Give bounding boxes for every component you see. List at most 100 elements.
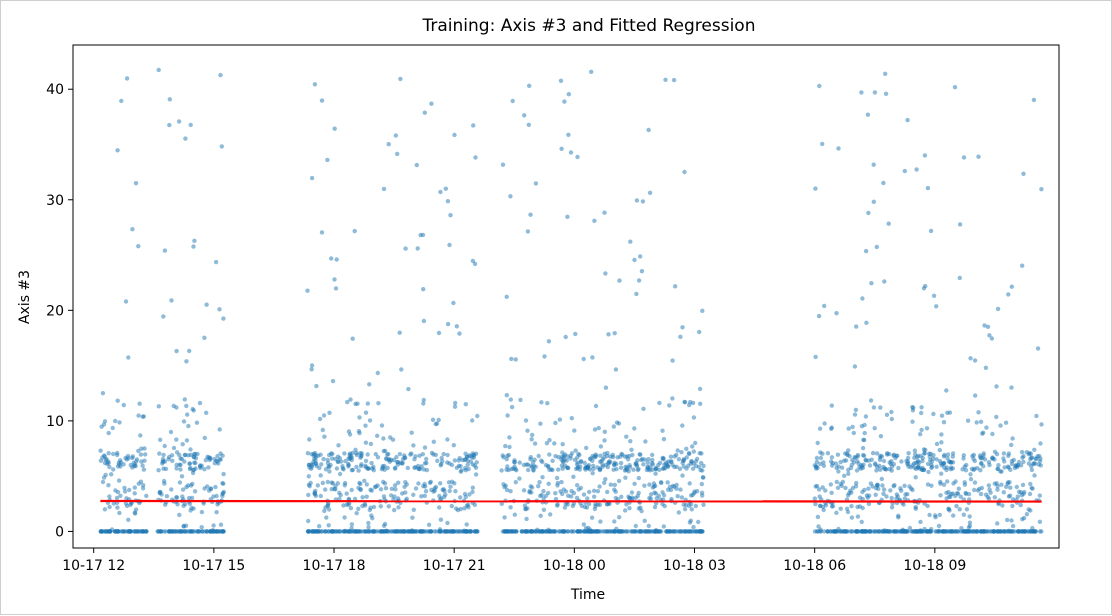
- scatter-point: [504, 529, 509, 534]
- scatter-point: [996, 463, 1001, 468]
- scatter-point: [560, 459, 565, 464]
- scatter-point: [612, 487, 617, 492]
- scatter-point: [187, 501, 193, 506]
- scatter-point: [192, 460, 197, 465]
- scatter-point: [1019, 449, 1025, 455]
- scatter-point: [421, 397, 426, 403]
- scatter-point: [542, 354, 547, 359]
- scatter-point: [699, 490, 705, 495]
- scatter-point: [998, 423, 1003, 428]
- scatter-point: [636, 278, 642, 283]
- scatter-point: [669, 529, 674, 534]
- scatter-point: [539, 458, 544, 463]
- scatter-point: [653, 471, 658, 476]
- scatter-point: [162, 248, 168, 253]
- scatter-point: [156, 404, 161, 409]
- scatter-point: [612, 482, 617, 488]
- scatter-point: [363, 458, 369, 464]
- scatter-point: [136, 244, 141, 249]
- scatter-point: [663, 77, 668, 83]
- scatter-point: [156, 67, 161, 73]
- scatter-point: [913, 506, 918, 511]
- scatter-point: [829, 426, 834, 431]
- scatter-point: [660, 501, 665, 507]
- scatter-point: [352, 496, 358, 502]
- scatter-point: [161, 478, 167, 484]
- scatter-point: [334, 257, 339, 262]
- scatter-point: [694, 529, 699, 534]
- scatter-point: [306, 529, 311, 534]
- scatter-point: [307, 437, 312, 442]
- scatter-point: [182, 397, 187, 402]
- scatter-point: [98, 448, 103, 453]
- scatter-point: [660, 490, 665, 495]
- scatter-point: [393, 487, 398, 492]
- scatter-point: [983, 365, 989, 370]
- scatter-point: [126, 529, 131, 534]
- scatter-point: [168, 429, 174, 435]
- scatter-point: [638, 529, 644, 534]
- scatter-point: [818, 455, 824, 461]
- scatter-point: [918, 432, 923, 437]
- scatter-point: [530, 460, 536, 465]
- scatter-point: [690, 444, 695, 449]
- x-tick-label: 10-17 21: [423, 558, 486, 574]
- scatter-point: [660, 466, 666, 471]
- scatter-point: [431, 439, 436, 444]
- scatter-point: [1026, 461, 1032, 466]
- scatter-point: [1038, 441, 1043, 446]
- scatter-point: [193, 456, 199, 461]
- scatter-point: [314, 383, 319, 389]
- scatter-point: [981, 453, 986, 458]
- scatter-point: [982, 323, 987, 328]
- scatter-point: [137, 529, 142, 534]
- scatter-point: [321, 456, 326, 462]
- scatter-point: [529, 529, 535, 534]
- scatter-point: [504, 294, 509, 299]
- scatter-point: [648, 492, 654, 497]
- scatter-point: [565, 214, 570, 219]
- scatter-point: [170, 529, 175, 534]
- scatter-point: [855, 504, 860, 510]
- scatter-point: [647, 482, 652, 487]
- scatter-point: [933, 513, 938, 518]
- scatter-point: [507, 435, 512, 440]
- scatter-point: [864, 320, 869, 325]
- scatter-point: [309, 175, 315, 181]
- scatter-point: [603, 271, 608, 276]
- scatter-point: [992, 449, 998, 454]
- scatter-point: [596, 425, 601, 431]
- scatter-point: [863, 529, 869, 534]
- scatter-point: [688, 399, 693, 405]
- scatter-point: [125, 453, 131, 459]
- scatter-point: [838, 506, 843, 511]
- scatter-point: [647, 468, 653, 473]
- scatter-point: [180, 487, 186, 492]
- scatter-point: [518, 397, 523, 403]
- scatter-point: [449, 462, 455, 468]
- scatter-point: [332, 486, 337, 492]
- scatter-point: [354, 464, 359, 470]
- scatter-point: [628, 439, 633, 444]
- scatter-point: [432, 486, 437, 491]
- scatter-point: [100, 391, 106, 396]
- scatter-point: [1030, 529, 1035, 534]
- scatter-point: [362, 478, 367, 483]
- scatter-point: [1009, 385, 1014, 390]
- scatter-point: [862, 437, 867, 443]
- scatter-point: [221, 529, 226, 534]
- scatter-point: [918, 529, 923, 534]
- scatter-point: [141, 467, 147, 472]
- scatter-point: [853, 484, 859, 489]
- scatter-point: [979, 485, 985, 491]
- scatter-point: [189, 505, 194, 511]
- scatter-point: [635, 467, 641, 473]
- scatter-point: [188, 122, 193, 128]
- scatter-point: [677, 466, 683, 471]
- scatter-point: [572, 428, 577, 433]
- scatter-point: [815, 514, 821, 520]
- scatter-point: [115, 450, 120, 456]
- scatter-point: [981, 430, 986, 435]
- scatter-point: [833, 461, 839, 466]
